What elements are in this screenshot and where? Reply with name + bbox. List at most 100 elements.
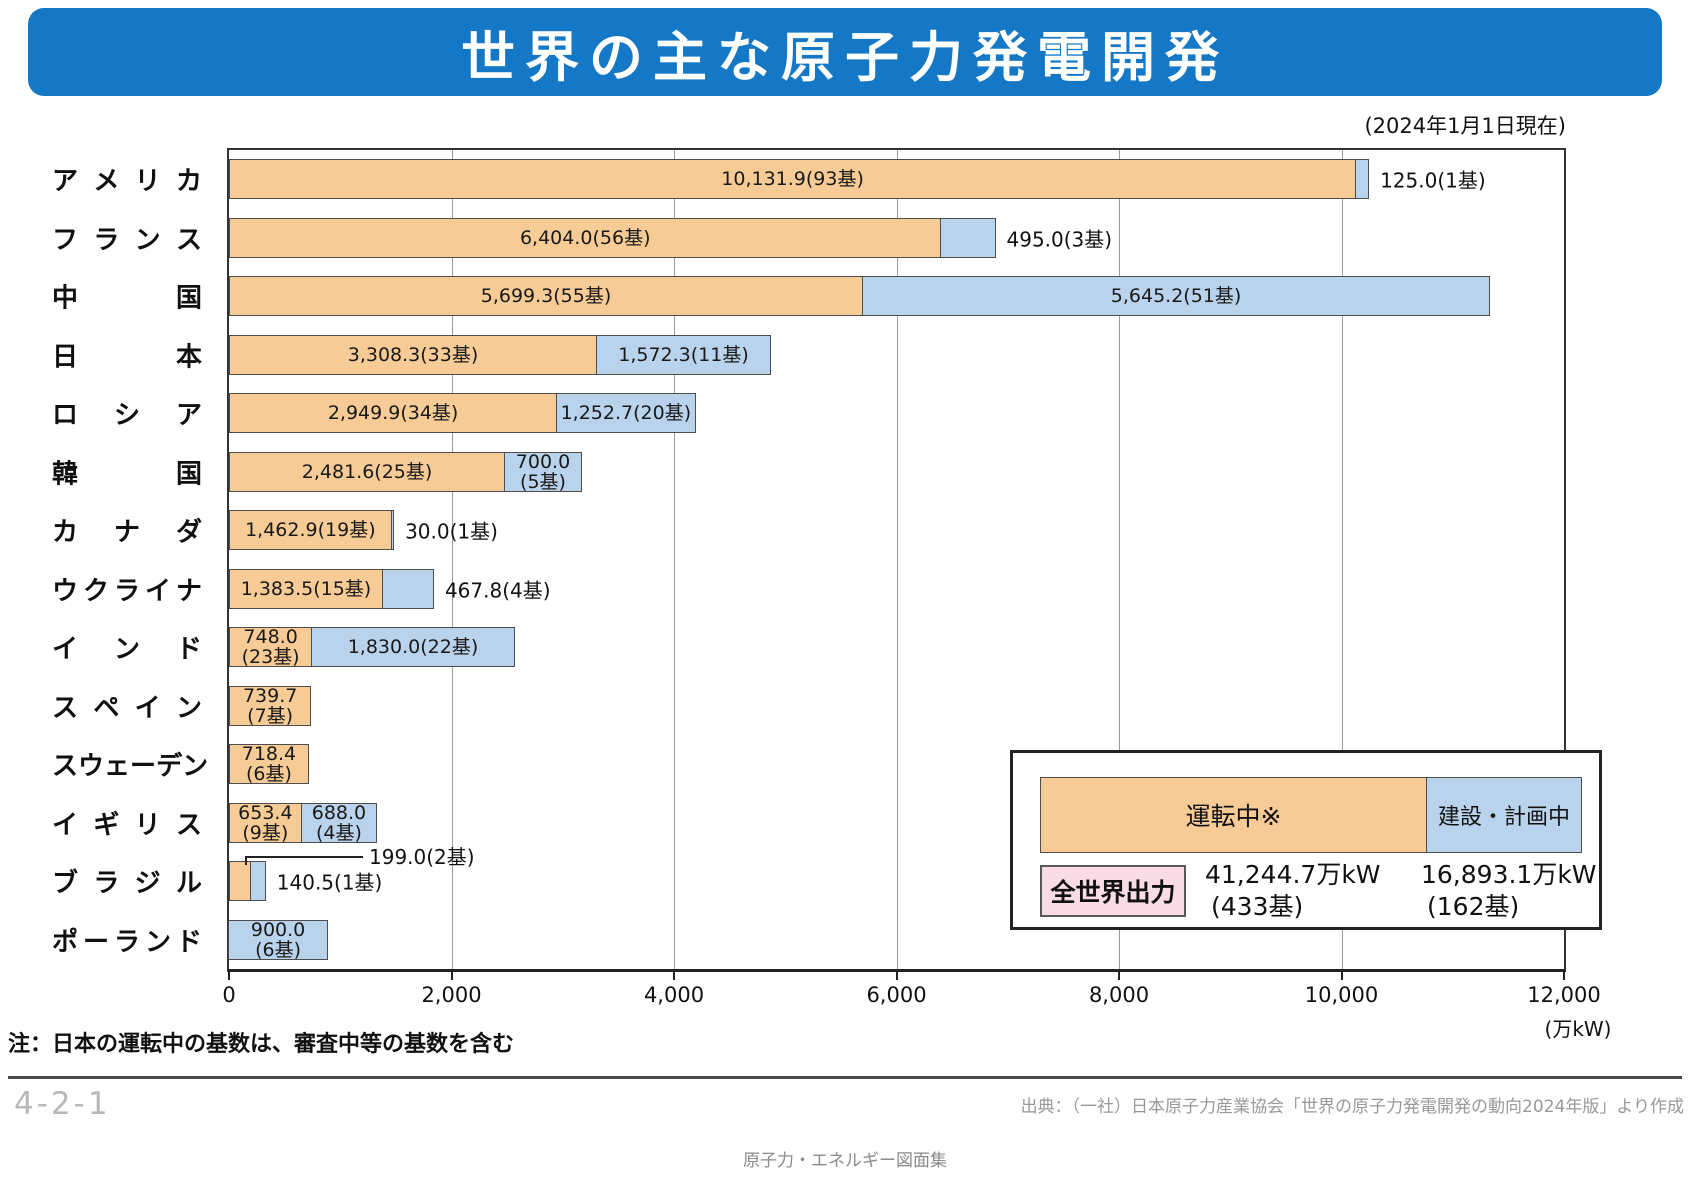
bar-row: スウェーデン 718.4 (6基) [52, 735, 1564, 794]
planned-bar-segment: 5,645.2(51基) [862, 276, 1491, 317]
gridline-8000 [1119, 150, 1120, 969]
source-credit: 出典：（一社）日本原子力産業協会「世界の原子力発電開発の動向2024年版」より作… [1020, 1097, 1684, 1117]
legend-summary-box: 運転中※ 建設・計画中 全世界出力 41,244.7万kW (433基) 16,… [1010, 750, 1602, 930]
country-label-char: ク [82, 576, 109, 607]
country-label-char: 国 [175, 283, 202, 314]
country-label-char: ン [175, 693, 202, 724]
bar-row: スペイン 739.7 (7基) [52, 677, 1564, 736]
x-axis-tick-12000 [1563, 972, 1565, 980]
country-label-char: フ [52, 225, 79, 256]
country-label-char: 国 [175, 459, 202, 490]
country-label-char: リ [134, 166, 161, 197]
planned-value-label: 140.5(1基) [276, 870, 383, 895]
page-number: 4-2-1 [14, 1086, 111, 1122]
country-label-char: ェ [104, 751, 131, 782]
planned-bar-segment: 1,830.0(22基) [311, 627, 515, 668]
operating-value-label: 6,404.0(56基) [519, 226, 651, 249]
country-label-char: ギ [93, 810, 120, 841]
divider-line [8, 1076, 1682, 1079]
country-label-char: ス [175, 810, 202, 841]
country-label: ブラジル [52, 863, 202, 900]
bar-group: 1,383.5(15基) [229, 568, 434, 609]
operating-value-label: 2,949.9(34基) [327, 402, 459, 425]
legend-colorbar: 運転中※ 建設・計画中 [1040, 777, 1582, 853]
country-label: インド [52, 629, 202, 666]
country-label-char: ド [175, 634, 202, 665]
planned-bar-segment [940, 217, 996, 258]
world-output-label: 全世界出力 [1050, 878, 1176, 907]
bar-group [229, 861, 266, 902]
country-label-char: ア [175, 400, 202, 431]
bar-group: 2,481.6(25基) 700.0 (5基) [229, 450, 582, 492]
world-output-badge: 全世界出力 [1040, 865, 1186, 917]
country-label-char: ス [52, 751, 79, 782]
x-axis-tick-label: 6,000 [866, 983, 927, 1007]
planned-value-label: 467.8(4基) [444, 578, 551, 603]
operating-bar-segment: 1,383.5(15基) [229, 568, 383, 609]
country-label: 日本 [52, 336, 202, 373]
country-label-char: ポ [52, 927, 79, 958]
leader-line [245, 856, 247, 865]
planned-bar-segment: 900.0 (6基) [228, 919, 329, 960]
bar-row: ウクライナ 1,383.5(15基) 467.8(4基) [52, 560, 1564, 619]
country-label-char: ン [182, 751, 209, 782]
planned-bar-segment: 700.0 (5基) [504, 450, 582, 492]
country-label: スペイン [52, 687, 202, 724]
country-label-char: ア [52, 166, 79, 197]
country-label-char: リ [134, 810, 161, 841]
country-label-char: ジ [134, 868, 161, 899]
country-label-char: ル [175, 868, 202, 899]
operating-value-label: 2,481.6(25基) [301, 460, 433, 483]
world-planned-total-value: 16,893.1万kW [1421, 860, 1597, 889]
country-label-char: ラ [113, 927, 140, 958]
country-label-char: ス [52, 693, 79, 724]
x-axis-tick-label: 10,000 [1304, 983, 1379, 1007]
bar-group: 748.0 (23基) 1,830.0(22基) [229, 627, 515, 668]
bar-group: 1,462.9(19基) [229, 510, 395, 551]
x-axis-tick-2000 [450, 972, 453, 980]
operating-bar-segment: 2,481.6(25基) [229, 451, 506, 492]
country-label-char: カ [52, 517, 79, 548]
country-label-char: メ [93, 166, 120, 197]
planned-bar-segment: 688.0 (4基) [300, 802, 378, 843]
planned-value-label: 1,572.3(11基) [618, 343, 749, 366]
planned-value-label: 700.0 [515, 450, 571, 473]
collection-footer: 原子力・エネルギー図面集 [743, 1151, 947, 1171]
leader-line [245, 856, 363, 858]
world-operating-total: 41,244.7万kW (433基) [1205, 859, 1381, 923]
country-label-char: イ [52, 634, 79, 665]
bar-row: イギリス 653.4 (9基) 688.0 (4基) [52, 794, 1564, 853]
country-label-char: ス [175, 225, 202, 256]
operating-bar-segment: 748.0 (23基) [229, 627, 313, 668]
operating-value-label: 199.0(2基) [369, 845, 475, 869]
operating-bar-segment: 718.4 (6基) [229, 744, 309, 785]
operating-bar-segment: 1,462.9(19基) [229, 510, 392, 551]
planned-value-label: 125.0(1基) [1380, 168, 1486, 193]
bar-row: ロ シ ア 2,949.9(34基) 1,252.7(20基) [52, 384, 1564, 443]
bar-row: ブラジル 140.5(1基) 199.0(2基) [52, 846, 1564, 911]
planned-bar-segment: 1,572.3(11基) [596, 334, 771, 375]
operating-bar-segment: 6,404.0(56基) [229, 217, 942, 258]
bar-group: 10,131.9(93基) [229, 159, 1370, 200]
planned-bar-segment: 1,252.7(20基) [556, 393, 696, 434]
x-axis-unit-label: (万kW) [1544, 1017, 1612, 1041]
planned-value-label: 495.0(3基) [1006, 227, 1113, 252]
country-label-char: ダ [175, 517, 202, 548]
country-label-char: ン [144, 927, 171, 958]
country-label-char: ー [82, 927, 109, 958]
country-label-char: イ [52, 810, 79, 841]
operating-bar-segment: 739.7 (7基) [229, 685, 312, 726]
country-label: ロシア [52, 395, 202, 432]
world-operating-total-value: 41,244.7万kW [1205, 860, 1381, 889]
operating-value-label: 1,462.9(19基) [245, 519, 376, 542]
operating-bar-segment: 5,699.3(55基) [229, 276, 864, 317]
country-label-char: ン [134, 225, 161, 256]
country-label-char: イ [134, 693, 161, 724]
operating-value-label: 3,308.3(33基) [347, 343, 479, 366]
bar-row: カ ナ ダ 1,462.9(19基) 30.0(1基) [52, 501, 1564, 560]
x-axis-tick-0 [228, 972, 230, 980]
country-label-char: ブ [52, 868, 79, 899]
planned-bar-segment [381, 568, 434, 609]
legend-planned-label: 建設・計画中 [1437, 805, 1570, 830]
planned-bar-segment [390, 510, 395, 551]
